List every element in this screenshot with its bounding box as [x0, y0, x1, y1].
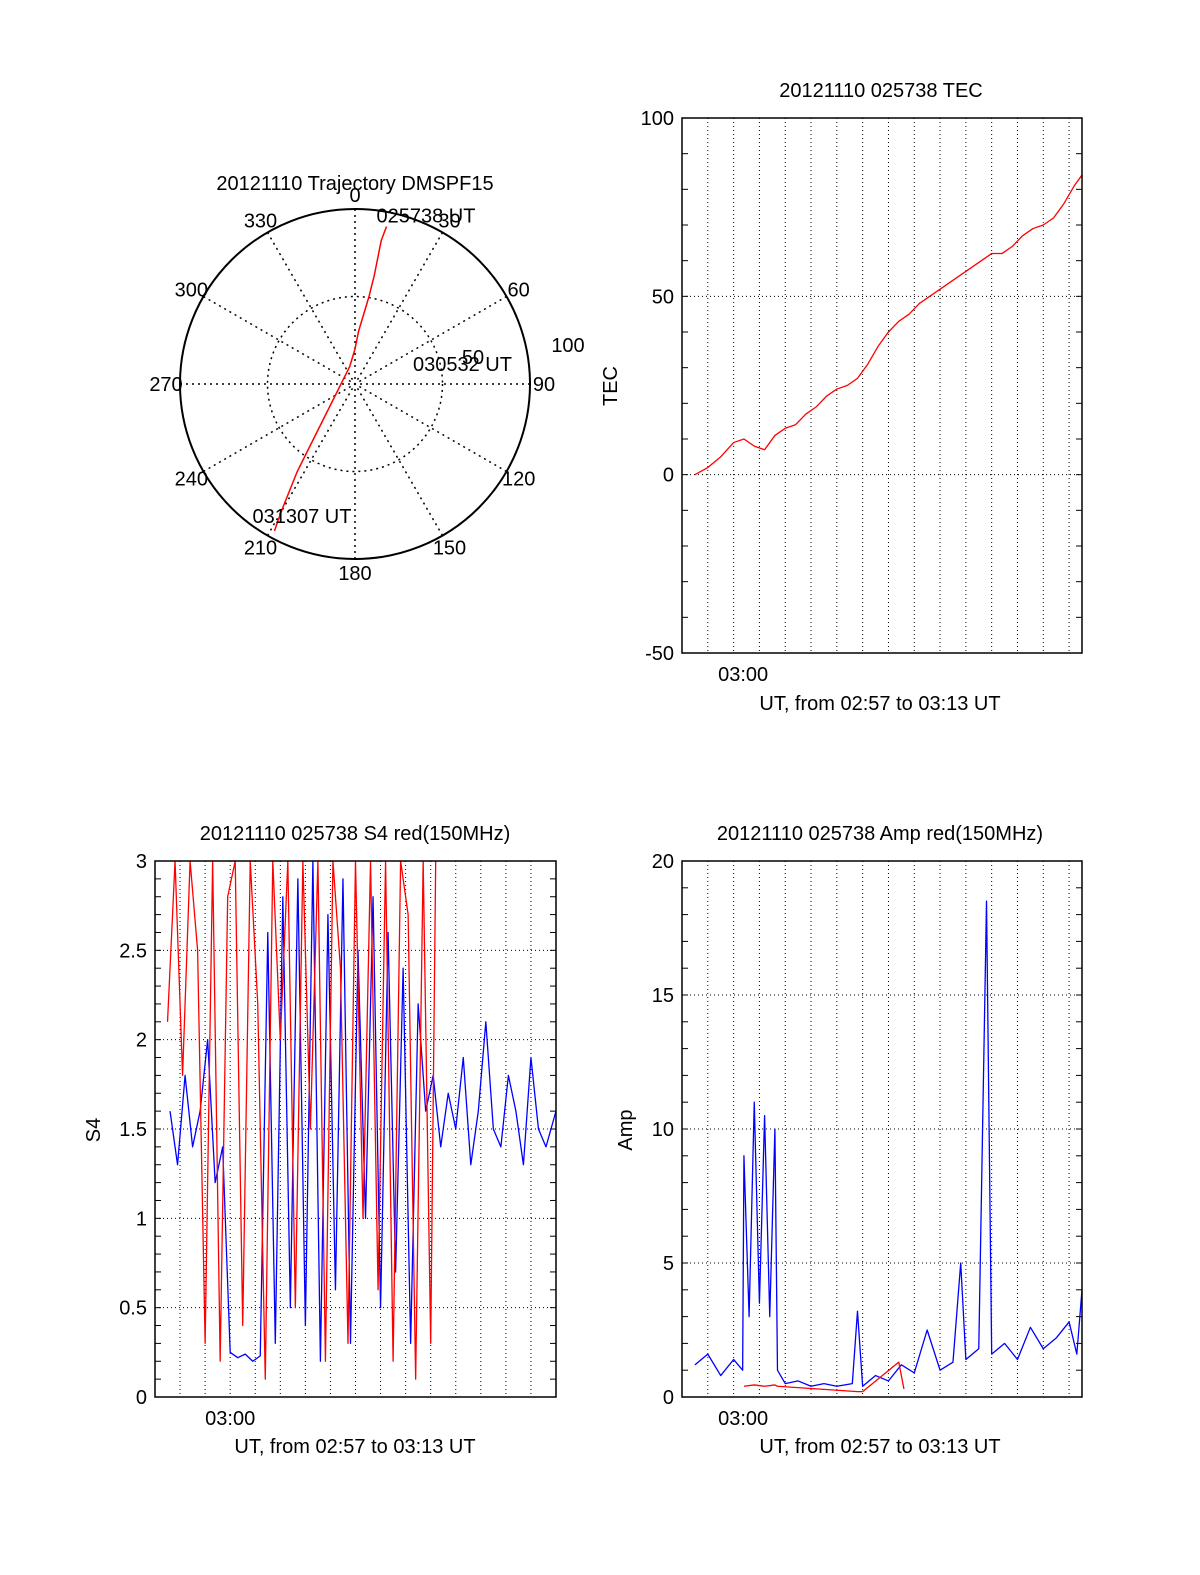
amp-ytick-label: 10 [652, 1119, 674, 1141]
polar-inner-ring [266, 295, 444, 473]
tec-ytick-label: -50 [645, 643, 674, 665]
s4-title: 20121110 025738 S4 red(150MHz) [200, 823, 511, 845]
polar-angle-label: 270 [149, 374, 182, 396]
s4-ytick-label: 3 [136, 851, 147, 873]
polar-spoke [266, 232, 444, 536]
s4-ylabel: S4 [83, 1118, 105, 1142]
trajectory-line [273, 226, 388, 532]
tec-title: 20121110 025738 TEC [779, 80, 983, 102]
polar-grid [179, 208, 531, 560]
tec-ytick-label: 50 [652, 286, 674, 308]
polar-angle-label: 300 [175, 280, 208, 302]
s4-plot-area: 3 2.5 2 1.5 1 0.5 0 03:00 [119, 851, 557, 1430]
trajectory-time-annotation: 025738 UT [377, 206, 476, 228]
polar-annotations: 025738 UT 030532 UT 031307 UT [253, 206, 512, 529]
s4-series-line [169, 860, 557, 1362]
polar-radius-label: 50 [462, 347, 484, 369]
polar-angle-label: 30 [438, 210, 460, 232]
polar-angle-label: 210 [244, 538, 277, 560]
tec-series-line [694, 174, 1083, 476]
amp-frame [681, 860, 1083, 1398]
polar-angle-label: 0 [349, 185, 360, 207]
polar-angle-label: 330 [244, 210, 277, 232]
trajectory-time-annotation: 030532 UT [413, 354, 512, 376]
amp-title: 20121110 025738 Amp red(150MHz) [717, 823, 1043, 845]
amp-ytick-label: 5 [663, 1253, 674, 1275]
amp-ytick-label: 0 [663, 1387, 674, 1409]
polar-angle-label: 240 [175, 469, 208, 491]
polar-title: 20121110 Trajectory DMSPF15 [216, 173, 493, 195]
s4-ytick-label: 0.5 [119, 1298, 147, 1320]
tec-ytick-label: 0 [663, 465, 674, 487]
tec-xtick-label: 03:00 [718, 664, 768, 686]
amp-line-chart: 20121110 025738 Amp red(150MHz) 20 15 10 5 0… [615, 823, 1083, 1458]
polar-angle-label: 60 [508, 280, 530, 302]
s4-ytick-label: 1.5 [119, 1119, 147, 1141]
tec-ytick-label: 100 [641, 108, 674, 130]
tec-ylabel: TEC [600, 366, 622, 406]
s4-ytick-label: 0 [136, 1387, 147, 1409]
s4-line-chart: 20121110 025738 S4 red(150MHz) 3 2.5 2 1.5 1… [83, 823, 557, 1458]
s4-frame [154, 860, 557, 1398]
polar-trajectory [273, 226, 388, 532]
polar-angle-labels: 0 30 60 90 120 150 180 210 240 270 300 330 50 100 [149, 185, 584, 585]
amp-ytick-label: 15 [652, 985, 674, 1007]
s4-ytick-label: 2 [136, 1030, 147, 1052]
amp-ytick-label: 20 [652, 851, 674, 873]
amp-xtick-label: 03:00 [718, 1408, 768, 1430]
amp-ylabel: Amp [615, 1109, 637, 1150]
polar-angle-label: 180 [338, 563, 371, 585]
trajectory-polar-plot: 20121110 Trajectory DMSPF15 0 30 60 90 120 15… [149, 173, 584, 585]
trajectory-time-annotation: 031307 UT [253, 506, 352, 528]
amp-plot-area: 20 15 10 5 0 03:00 [652, 851, 1083, 1430]
polar-angle-label: 120 [502, 469, 535, 491]
amp-xlabel: UT, from 02:57 to 03:13 UT [759, 1436, 1000, 1458]
tec-frame [681, 117, 1083, 654]
s4-xlabel: UT, from 02:57 to 03:13 UT [234, 1436, 475, 1458]
amp-series-line [694, 900, 1083, 1387]
s4-ytick-label: 1 [136, 1208, 147, 1230]
s4-ytick-label: 2.5 [119, 940, 147, 962]
s4-xtick-label: 03:00 [205, 1408, 255, 1430]
tec-line-chart: 20121110 025738 TEC 100 50 0 -50 03:00 TEC U… [600, 80, 1083, 715]
polar-radius-label: 100 [551, 335, 584, 357]
polar-angle-label: 90 [533, 374, 555, 396]
tec-xlabel: UT, from 02:57 to 03:13 UT [759, 693, 1000, 715]
polar-angle-label: 150 [433, 538, 466, 560]
amp-series-line [743, 1361, 905, 1393]
tec-plot-area: 100 50 0 -50 03:00 [641, 108, 1083, 686]
